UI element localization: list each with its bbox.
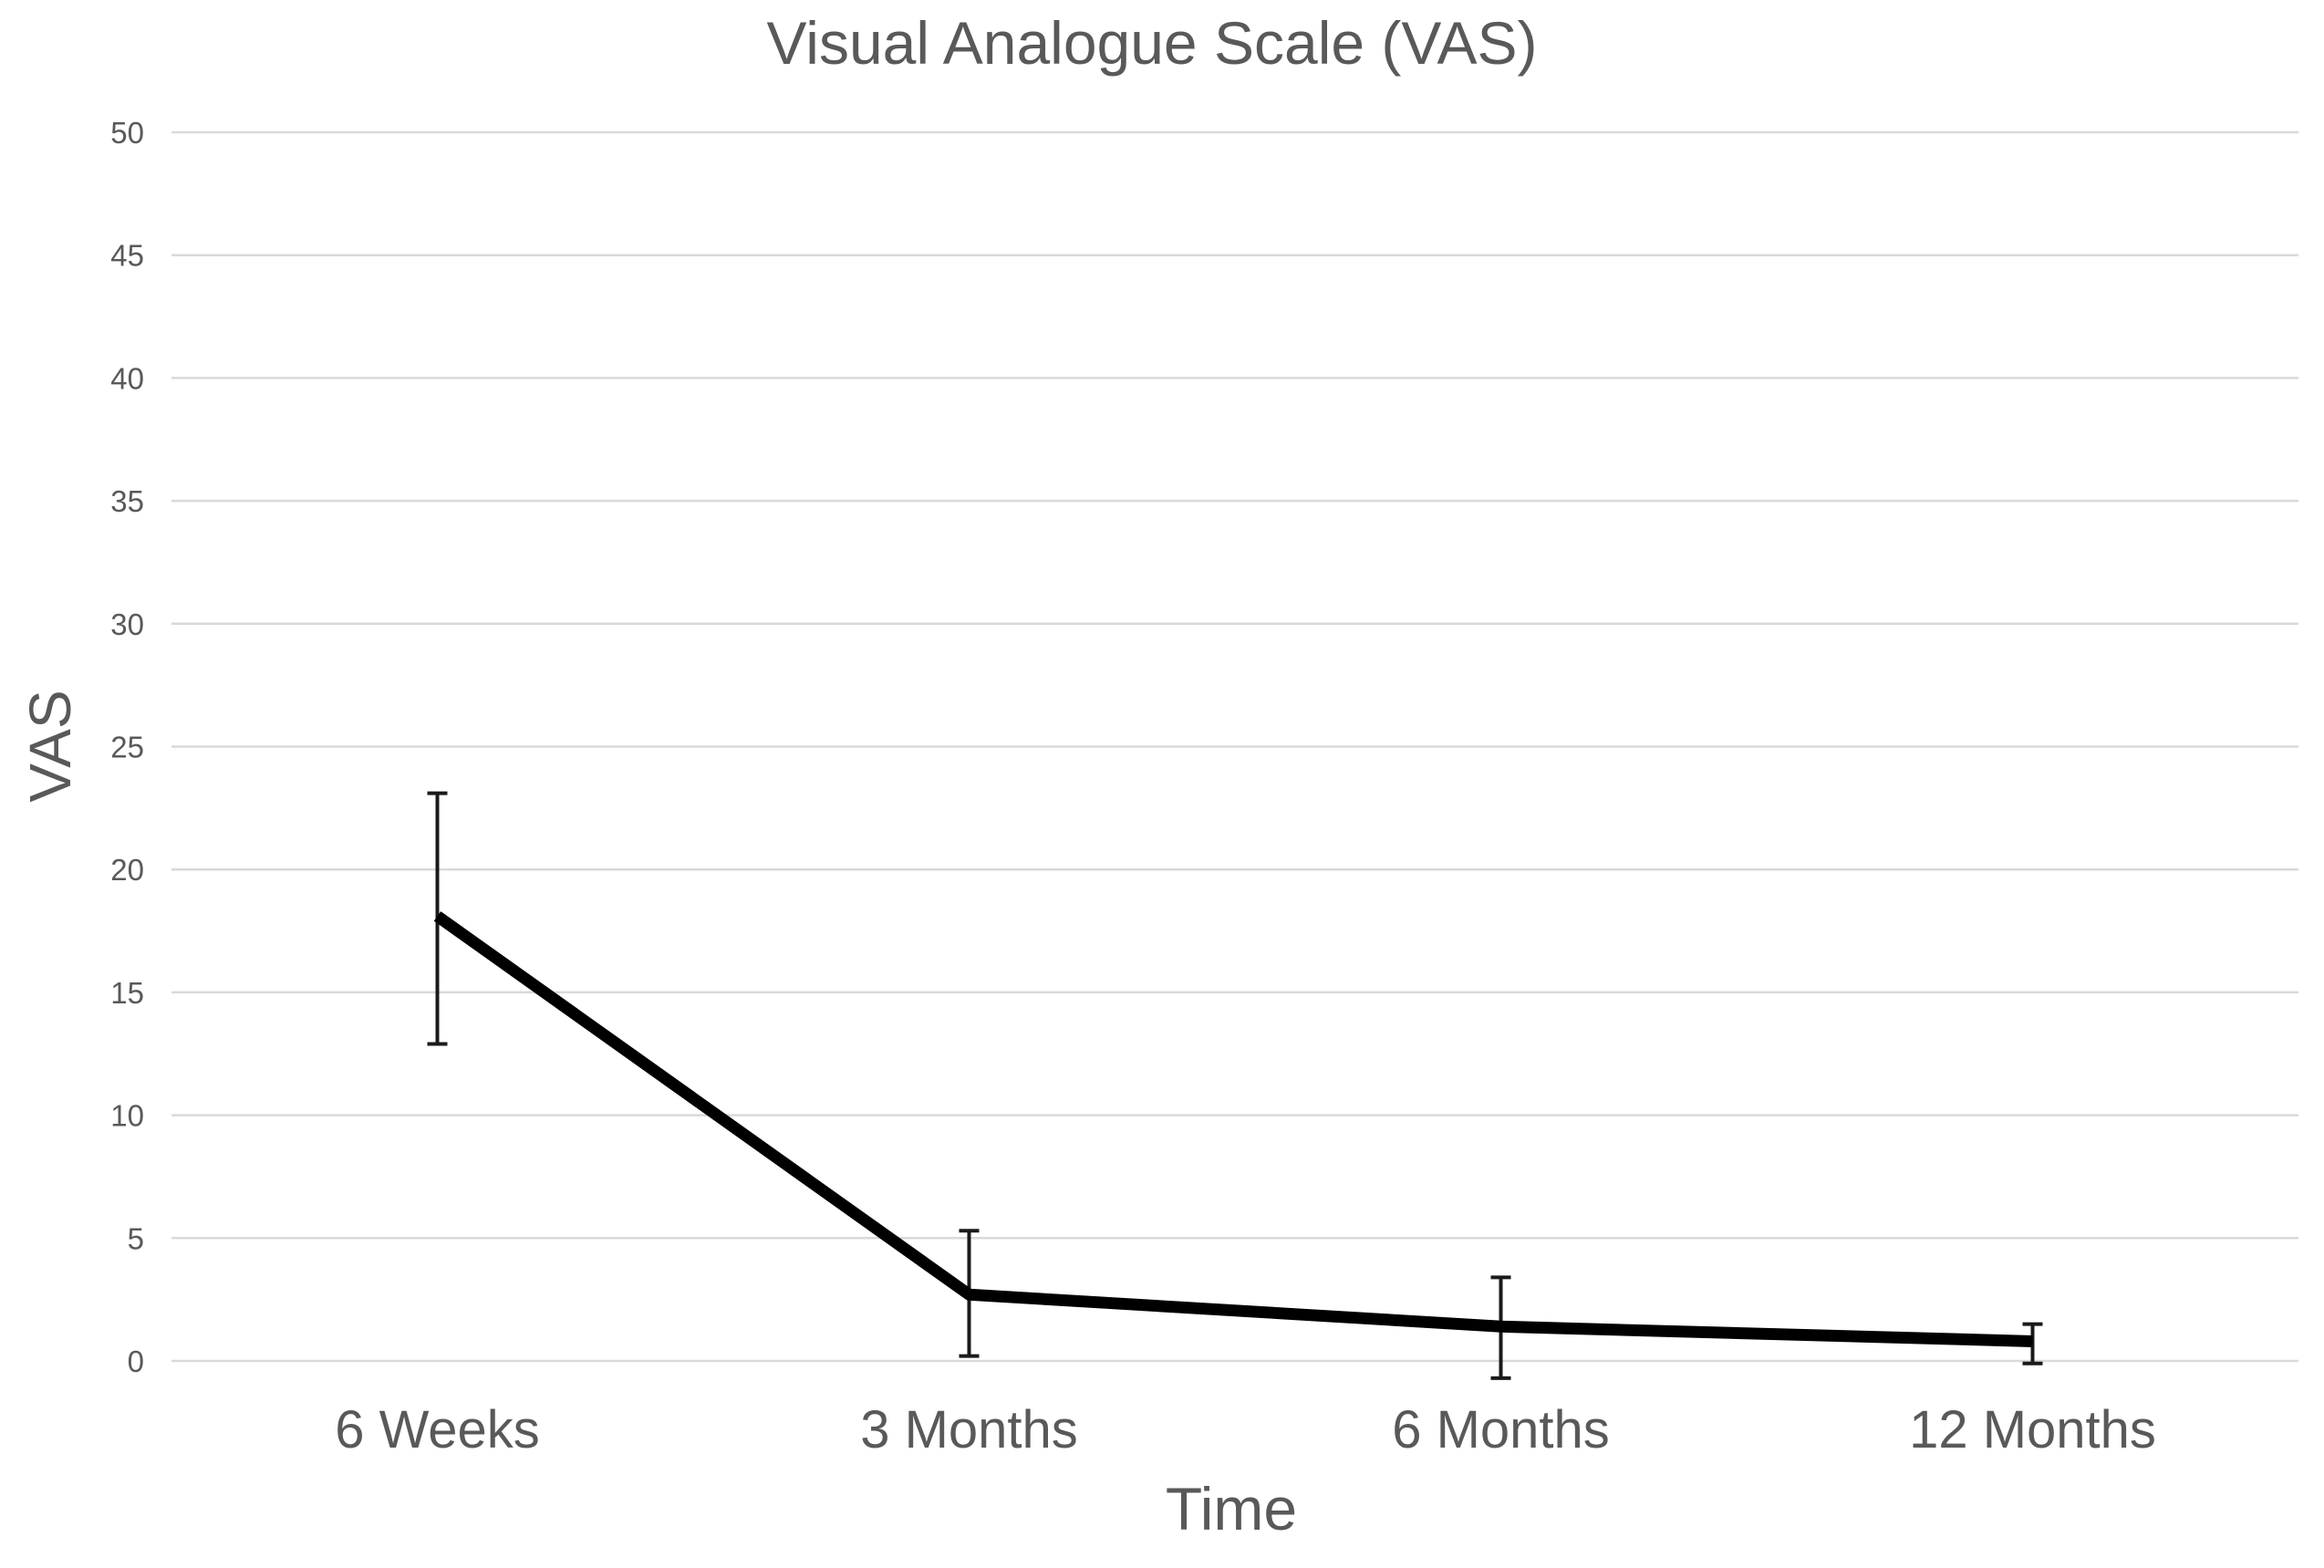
y-tick-label: 45 <box>110 239 144 273</box>
y-tick-label: 35 <box>110 484 144 518</box>
y-tick-label: 40 <box>110 361 144 395</box>
y-tick-label: 50 <box>110 116 144 150</box>
x-category-label: 6 Months <box>1392 1400 1610 1459</box>
error-bar <box>2022 1322 2043 1366</box>
y-tick-label: 0 <box>128 1345 144 1378</box>
y-axis-tick-labels: 0 5 10 15 20 25 30 35 40 45 50 <box>110 116 144 1378</box>
vas-series-line <box>433 911 2033 1347</box>
y-axis-title: VAS <box>17 690 83 802</box>
y-tick-label: 15 <box>110 976 144 1010</box>
y-tick-label: 20 <box>110 853 144 887</box>
y-tick-label: 10 <box>110 1099 144 1133</box>
gridlines <box>171 130 2298 1363</box>
x-axis-title: Time <box>1166 1475 1297 1542</box>
series-lines <box>433 911 2033 1347</box>
y-tick-label: 30 <box>110 607 144 641</box>
x-category-label: 12 Months <box>1909 1400 2156 1459</box>
x-category-label: 6 Weeks <box>335 1400 540 1459</box>
x-axis-category-labels: 6 Weeks 3 Months 6 Months 12 Months <box>335 1400 2156 1459</box>
chart-title: Visual Analogue Scale (VAS) <box>766 9 1537 77</box>
y-tick-label: 25 <box>110 731 144 764</box>
y-tick-label: 5 <box>128 1221 144 1255</box>
x-category-label: 3 Months <box>860 1400 1078 1459</box>
